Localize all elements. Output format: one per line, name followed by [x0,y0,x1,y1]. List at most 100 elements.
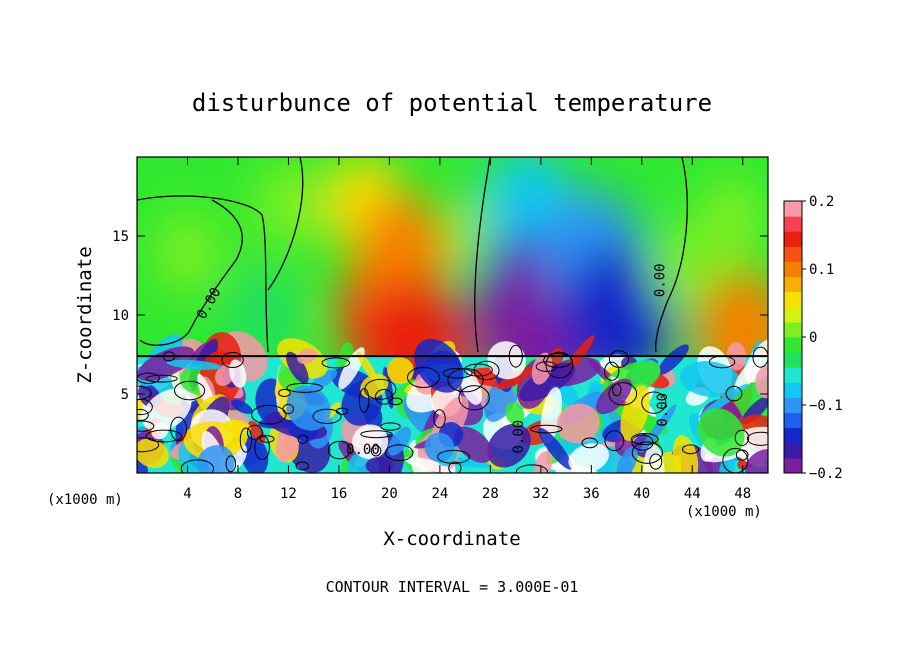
turbulent-patch [197,445,235,473]
contour-loop [448,461,462,473]
turbulent-patch [556,403,600,444]
contour-loop [180,459,215,473]
turbulent-patch [745,449,768,473]
turbulent-patch [137,438,169,469]
turbulent-patch [533,451,553,473]
colorbar-swatch [784,337,802,353]
contour-loop [442,367,473,379]
contour-loop [608,350,630,368]
contour-loop [631,434,654,451]
contour-loop [630,433,659,445]
field-region-2 [254,160,323,249]
turbulent-patch [679,361,740,398]
contour-loop [543,353,573,368]
turbulent-patch [744,336,768,383]
contour-loop [278,388,291,398]
turbulent-patch [453,426,493,463]
turbulent-patch [657,344,689,376]
colorbar-tick-label: 0 [809,330,817,346]
colorbar-tick-label: 0.1 [809,262,834,278]
contour-label-3: 0.00 [655,393,671,427]
colorbar-swatch [784,382,802,398]
colorbar-swatch [784,442,802,459]
contour-loop [735,449,749,461]
turbulent-patch [568,443,609,473]
contour-loop [145,429,183,443]
x-tick-label: 36 [583,486,600,502]
turbulent-patch [231,399,253,414]
turbulent-patch [137,346,195,382]
x-tick-label: 24 [431,486,448,502]
contour-loop [173,380,206,401]
contour-loop [604,430,625,452]
turbulent-patch [643,444,665,473]
turbulent-patch [640,404,677,453]
contour-loop [375,388,394,405]
colorbar-swatch [784,291,802,308]
field-region-0 [155,209,220,294]
colorbar: 0.2 0.1 0 −0.1 −0.2 [783,194,843,482]
contour-loop [380,422,401,431]
contour-loop [458,385,490,411]
contour-loop [437,449,470,464]
turbulent-patch [424,432,455,463]
contour-loop [530,424,563,434]
y-tick-label: 10 [112,308,129,324]
contour-loop [221,352,244,369]
contour-loop [682,444,700,455]
turbulent-patch [309,369,338,391]
y-axis-ticks: 5 10 15 [112,229,768,403]
colorbar-swatch [784,261,802,278]
x-tick-label: 44 [684,486,701,502]
x-tick-label: 8 [234,486,242,502]
turbulent-patch [229,359,247,388]
contour-loop [321,357,350,369]
contour-loop [734,429,750,447]
turbulent-patch [487,423,531,468]
field-region-15 [696,176,764,265]
y-tick-label: 15 [112,229,129,245]
contour-loop [641,391,667,414]
colorbar-swatch [784,306,802,323]
turbulent-patch [363,403,383,429]
contour-loop [406,366,440,388]
x-tick-label: 4 [183,486,191,502]
contour-label-2: 0.00 [346,442,380,458]
contour-loop [170,416,187,442]
turbulent-patch [497,367,534,390]
contour-loop [137,398,153,416]
colorbar-swatch [784,367,802,383]
colorbar-tick-label: −0.2 [809,466,843,482]
colorbar-tick-label: 0.2 [809,194,834,210]
contour-loop [251,404,287,425]
contour-loop [358,388,370,413]
y-axis-label: Z-coordinate [74,246,96,383]
contour-loop [225,455,237,473]
turbulent-patch [142,388,192,432]
contour-interval-note: CONTOUR INTERVAL = 3.000E-01 [326,578,579,596]
colorbar-swatch [784,397,802,414]
contour-loop [608,382,638,406]
turbulent-patch [241,436,269,473]
turbulent-lower-layer [137,331,768,473]
contour-loop [370,445,382,457]
turbulent-patch [286,385,331,431]
turbulent-patch [414,338,464,393]
x-tick-label: 32 [532,486,549,502]
x-tick-label: 12 [280,486,297,502]
turbulent-patch [387,426,412,456]
turbulent-patch [505,402,525,426]
turbulent-patch [286,351,309,384]
contour-loop [254,435,270,461]
zero-contour-3 [474,157,491,353]
turbulent-patch [540,386,562,444]
contour-loop [312,408,342,424]
x-axis-label: X-coordinate [383,528,520,550]
contour-label-1: 0.00 [653,263,669,297]
contour-loop [239,427,253,453]
y-tick-label: 5 [121,387,129,403]
contour-loop [515,464,548,473]
zero-contour-0 [137,195,269,353]
